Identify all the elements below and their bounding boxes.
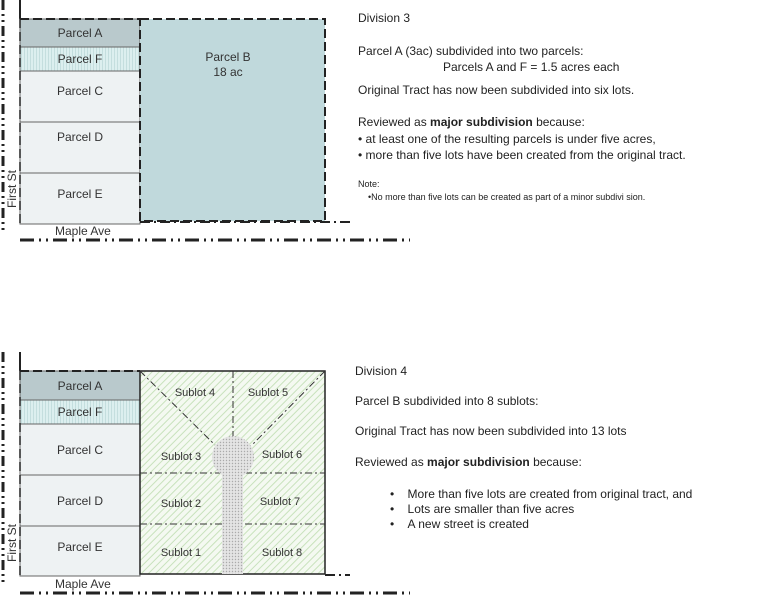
review-prefix: Reviewed as [355, 455, 428, 469]
division3-review: Reviewed as major subdivision because: [358, 115, 585, 130]
review-suffix: because: [529, 455, 582, 469]
label-sublot-1: Sublot 1 [161, 547, 201, 559]
label-sublot-4: Sublot 4 [175, 387, 215, 399]
label-sublot-2: Sublot 2 [161, 498, 201, 510]
parcel-e [19, 525, 141, 577]
bullet-text: A new street is created [407, 517, 529, 531]
division3-line2: Parcels A and F = 1.5 acres each [443, 60, 620, 74]
bullet-text: More than five lots are created from ori… [407, 487, 693, 501]
label-sublot-5: Sublot 5 [248, 387, 288, 399]
division3-line1: Parcel A (3ac) subdivided into two parce… [358, 44, 584, 58]
label-first-st: First St [5, 523, 19, 562]
label-parcel-b: Parcel B [205, 50, 250, 64]
division3-title: Division 3 [358, 11, 411, 25]
review-bold: major subdivision [427, 455, 530, 469]
label-parcel-d: Parcel D [57, 130, 103, 144]
label-sublot-7: Sublot 7 [260, 496, 300, 508]
division3-note: •No more than five lots can be created a… [368, 192, 646, 202]
division4-review: Reviewed as major subdivision because: [355, 455, 582, 470]
division3-line3: Original Tract has now been subdivided i… [358, 83, 635, 97]
review-bold: major subdivision [430, 115, 533, 129]
label-maple-ave: Maple Ave [55, 224, 111, 238]
label-parcel-c: Parcel C [57, 443, 103, 457]
division3-bullet-1: • at least one of the resulting parcels … [358, 132, 656, 146]
label-parcel-b-area: 18 ac [213, 65, 242, 79]
division4-bullet-1: • More than five lots are created from o… [390, 487, 693, 501]
division4-line2: Original Tract has now been subdivided i… [355, 424, 627, 438]
division4-line1: Parcel B subdivided into 8 sublots: [355, 394, 539, 408]
parcel-d [19, 474, 141, 527]
parcel-f [19, 399, 141, 425]
cul-de-sac [212, 436, 254, 478]
division3-note-label: Note: [358, 179, 380, 189]
parcel-c [19, 423, 141, 476]
parcel-b [139, 18, 326, 222]
label-parcel-d: Parcel D [57, 494, 103, 508]
label-parcel-e: Parcel E [57, 540, 102, 554]
bullet-text: Lots are smaller than five acres [407, 502, 575, 516]
label-parcel-c: Parcel C [57, 84, 103, 98]
label-maple-ave: Maple Ave [55, 577, 111, 591]
label-parcel-a: Parcel A [58, 379, 103, 393]
parcel-f [19, 46, 141, 72]
review-suffix: because: [532, 115, 585, 129]
division4-map: Parcel A Parcel F Parcel C Parcel D Parc… [1, 352, 410, 595]
label-parcel-a: Parcel A [58, 26, 103, 40]
label-parcel-f: Parcel F [58, 52, 103, 66]
division4-title: Division 4 [355, 364, 408, 378]
division3-bullet-2: • more than five lots have been created … [358, 148, 686, 162]
division4-bullet-2: • Lots are smaller than five acres [390, 502, 575, 516]
label-first-st: First St [5, 169, 19, 208]
division3-map: Parcel A Parcel F Parcel C Parcel D Parc… [1, 0, 410, 242]
review-prefix: Reviewed as [358, 115, 431, 129]
label-sublot-6: Sublot 6 [262, 449, 302, 461]
label-sublot-3: Sublot 3 [161, 451, 201, 463]
label-sublot-8: Sublot 8 [262, 547, 302, 559]
new-street [222, 456, 243, 574]
division4-bullet-3: • A new street is created [390, 517, 529, 531]
parcel-a [19, 370, 141, 401]
label-parcel-e: Parcel E [57, 187, 102, 201]
label-parcel-f: Parcel F [58, 405, 103, 419]
